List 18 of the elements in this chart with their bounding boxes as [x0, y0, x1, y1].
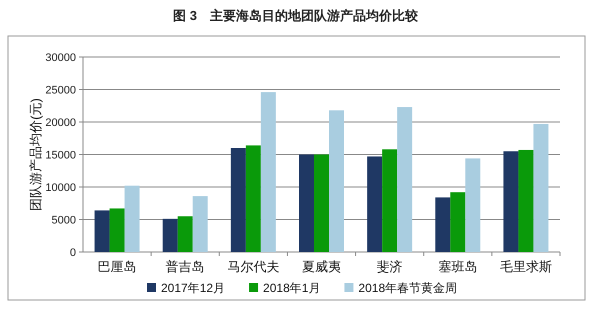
y-tick-label: 0 [70, 247, 76, 259]
title: 图 3 主要海岛目的地团队游产品均价比较 [173, 8, 418, 23]
y-tick-label: 30000 [45, 52, 76, 64]
y-tick-label: 25000 [45, 84, 76, 96]
x-tick-label: 夏威夷 [302, 259, 341, 274]
x-tick-label: 斐济 [376, 259, 403, 274]
legend-label: 2017年12月 [161, 281, 226, 295]
y-tick-label: 15000 [45, 150, 76, 162]
y-tick-label: 5000 [52, 214, 76, 226]
x-tick-label: 毛里求斯 [500, 259, 552, 274]
x-tick-label: 塞班岛 [438, 259, 478, 274]
x-tick-label: 巴厘岛 [98, 259, 137, 274]
x-tick-label: 马尔代夫 [227, 259, 280, 274]
legend-label: 2018年1月 [263, 281, 320, 295]
y-tick-label: 10000 [45, 182, 76, 194]
x-tick-label: 普吉岛 [166, 259, 205, 274]
y-axis-title: 团队游产品均价(元) [28, 98, 43, 211]
y-tick-label: 20000 [45, 117, 76, 129]
